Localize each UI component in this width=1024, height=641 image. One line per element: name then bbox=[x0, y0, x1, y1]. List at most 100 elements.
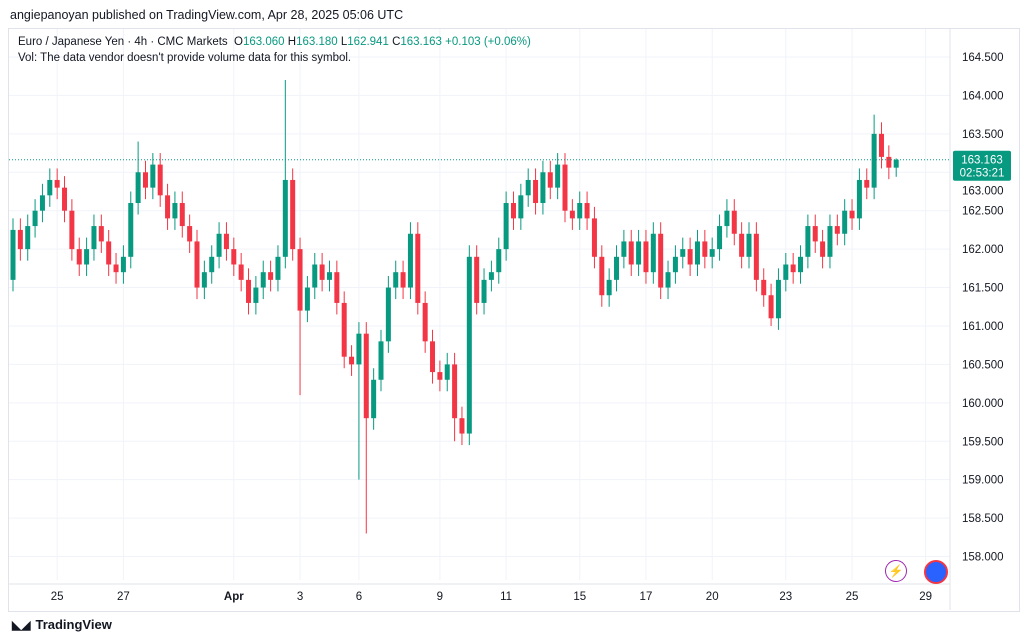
candle-body bbox=[106, 241, 112, 265]
candle-body bbox=[731, 210, 737, 234]
candle-body bbox=[510, 203, 516, 219]
candle-body bbox=[326, 272, 332, 280]
candle-body bbox=[349, 356, 355, 365]
candle-body bbox=[724, 210, 730, 227]
candle-body bbox=[702, 241, 708, 257]
time-tick-label: 29 bbox=[919, 591, 932, 603]
current-price-badge bbox=[953, 150, 1011, 181]
candle-body bbox=[805, 226, 811, 257]
open-label: O bbox=[234, 36, 243, 48]
candle-body bbox=[503, 203, 509, 250]
candle-body bbox=[268, 272, 274, 280]
time-tick-label: 23 bbox=[779, 591, 792, 603]
candle-body bbox=[878, 133, 884, 157]
price-tick-label: 159.000 bbox=[962, 475, 1004, 487]
candle-body bbox=[488, 272, 494, 280]
candle-body bbox=[422, 302, 428, 342]
candle-body bbox=[187, 226, 193, 242]
candle-body bbox=[371, 379, 377, 419]
candle-body bbox=[113, 264, 119, 273]
candle-body bbox=[341, 302, 347, 357]
chart-legend: Euro / Japanese Yen · 4h · CMC Markets O… bbox=[18, 34, 531, 66]
candle-body bbox=[444, 364, 450, 380]
candle-body bbox=[768, 295, 774, 319]
price-tick-label: 162.500 bbox=[962, 206, 1004, 218]
candle-body bbox=[54, 179, 60, 188]
candle-body bbox=[459, 418, 465, 434]
time-tick-label: 6 bbox=[356, 591, 362, 603]
candle-body bbox=[665, 272, 671, 288]
candle-body bbox=[378, 341, 384, 380]
candle-body bbox=[606, 279, 612, 296]
time-tick-label: 9 bbox=[437, 591, 443, 603]
candle-body bbox=[643, 241, 649, 273]
candle-body bbox=[39, 195, 45, 211]
candle-body bbox=[614, 256, 620, 280]
time-tick-label: 27 bbox=[117, 591, 130, 603]
tradingview-logo-icon: ◣◢ bbox=[12, 617, 31, 632]
candle-body bbox=[120, 256, 126, 273]
time-tick-label: 25 bbox=[51, 591, 64, 603]
candle-body bbox=[518, 195, 524, 219]
candle-body bbox=[209, 256, 215, 273]
globe-icon[interactable] bbox=[924, 560, 948, 584]
candle-body bbox=[275, 256, 281, 280]
candle-body bbox=[179, 203, 185, 227]
candle-body bbox=[69, 210, 75, 250]
candle-body bbox=[533, 179, 539, 204]
candle-body bbox=[628, 241, 634, 265]
open-value: 163.060 bbox=[243, 36, 285, 48]
high-value: 163.180 bbox=[296, 36, 338, 48]
candle-body bbox=[783, 264, 789, 280]
candle-body bbox=[407, 233, 413, 288]
candle-body bbox=[812, 226, 818, 242]
low-label: L bbox=[340, 36, 348, 48]
candle-body bbox=[91, 226, 97, 250]
volume-note: Vol: The data vendor doesn't provide vol… bbox=[18, 52, 352, 64]
symbol-name[interactable]: Euro / Japanese Yen · 4h · CMC Markets bbox=[18, 36, 228, 48]
candle-body bbox=[84, 249, 90, 265]
candle-body bbox=[525, 179, 531, 196]
price-tick-label: 160.000 bbox=[962, 398, 1004, 410]
time-tick-label: 20 bbox=[706, 591, 719, 603]
candle-body bbox=[864, 179, 870, 188]
footer-brand: TradingView bbox=[35, 617, 112, 632]
candle-body bbox=[540, 172, 546, 204]
candle-body bbox=[687, 249, 693, 265]
publisher-line: angiepanoyan published on TradingView.co… bbox=[10, 8, 404, 22]
candle-body bbox=[430, 341, 436, 373]
price-tick-label: 162.000 bbox=[962, 244, 1004, 256]
price-tick-label: 164.500 bbox=[962, 52, 1004, 64]
candle-body bbox=[76, 249, 82, 265]
candle-body bbox=[672, 256, 678, 273]
candle-body bbox=[385, 287, 391, 342]
candle-body bbox=[569, 210, 575, 219]
time-tick-label: 17 bbox=[640, 591, 653, 603]
candle-body bbox=[47, 179, 53, 196]
price-tick-label: 161.000 bbox=[962, 321, 1004, 333]
bar-countdown-label: 02:53:21 bbox=[960, 168, 1005, 180]
price-tick-label: 158.500 bbox=[962, 513, 1004, 525]
candle-body bbox=[223, 233, 229, 250]
candle-body bbox=[32, 210, 38, 227]
candle-body bbox=[282, 179, 288, 257]
candle-body bbox=[452, 364, 458, 419]
low-value: 162.941 bbox=[347, 36, 389, 48]
candle-body bbox=[496, 249, 502, 273]
candle-body bbox=[304, 287, 310, 311]
chart-frame bbox=[8, 28, 1020, 612]
candle-body bbox=[231, 249, 237, 265]
candle-body bbox=[474, 256, 480, 303]
candle-body bbox=[842, 210, 848, 234]
candle-body bbox=[584, 203, 590, 219]
candle-body bbox=[481, 279, 487, 303]
candle-body bbox=[246, 279, 252, 303]
candle-body bbox=[25, 226, 31, 250]
candle-body bbox=[650, 233, 656, 273]
time-tick-label: Apr bbox=[224, 591, 244, 603]
candle-body bbox=[562, 164, 568, 211]
lightning-icon[interactable]: ⚡ bbox=[885, 560, 907, 582]
candle-body bbox=[165, 195, 171, 219]
change-value: +0.103 (+0.06%) bbox=[445, 36, 531, 48]
